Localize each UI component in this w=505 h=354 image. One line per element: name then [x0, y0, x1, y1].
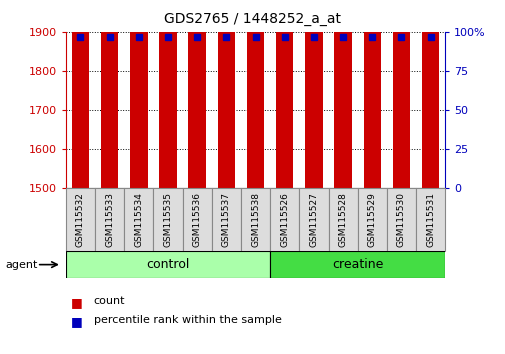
- Text: count: count: [93, 296, 125, 306]
- Text: control: control: [146, 258, 189, 271]
- Bar: [334, 0, 351, 188]
- FancyBboxPatch shape: [270, 251, 444, 278]
- Bar: [421, 0, 438, 188]
- Text: ■: ■: [71, 315, 82, 328]
- Bar: [159, 0, 176, 188]
- Text: agent: agent: [5, 259, 37, 270]
- Text: GSM115533: GSM115533: [105, 192, 114, 247]
- FancyBboxPatch shape: [270, 188, 299, 251]
- Text: GSM115526: GSM115526: [280, 192, 289, 247]
- Bar: [392, 0, 410, 188]
- Text: GSM115529: GSM115529: [367, 192, 376, 247]
- Bar: [363, 0, 380, 188]
- Bar: [72, 0, 89, 188]
- Bar: [217, 0, 235, 188]
- Bar: [130, 0, 147, 188]
- FancyBboxPatch shape: [299, 188, 328, 251]
- FancyBboxPatch shape: [211, 188, 240, 251]
- Text: GSM115532: GSM115532: [76, 192, 85, 247]
- Text: GSM115528: GSM115528: [338, 192, 347, 247]
- Text: GSM115537: GSM115537: [221, 192, 230, 247]
- Bar: [188, 0, 206, 188]
- Text: GDS2765 / 1448252_a_at: GDS2765 / 1448252_a_at: [164, 12, 341, 27]
- Text: GSM115527: GSM115527: [309, 192, 318, 247]
- Bar: [246, 0, 264, 188]
- FancyBboxPatch shape: [415, 188, 444, 251]
- Bar: [305, 0, 322, 188]
- FancyBboxPatch shape: [386, 188, 415, 251]
- FancyBboxPatch shape: [66, 251, 270, 278]
- Text: ■: ■: [71, 296, 82, 309]
- FancyBboxPatch shape: [66, 188, 95, 251]
- Text: percentile rank within the sample: percentile rank within the sample: [93, 315, 281, 325]
- FancyBboxPatch shape: [153, 188, 182, 251]
- Text: GSM115538: GSM115538: [250, 192, 260, 247]
- Text: GSM115531: GSM115531: [425, 192, 434, 247]
- FancyBboxPatch shape: [328, 188, 357, 251]
- FancyBboxPatch shape: [124, 188, 153, 251]
- Text: GSM115536: GSM115536: [192, 192, 201, 247]
- Bar: [275, 0, 293, 188]
- FancyBboxPatch shape: [95, 188, 124, 251]
- Bar: [100, 0, 118, 188]
- Text: GSM115534: GSM115534: [134, 192, 143, 247]
- Text: creatine: creatine: [331, 258, 383, 271]
- FancyBboxPatch shape: [240, 188, 270, 251]
- FancyBboxPatch shape: [182, 188, 211, 251]
- Text: GSM115535: GSM115535: [163, 192, 172, 247]
- Text: GSM115530: GSM115530: [396, 192, 405, 247]
- FancyBboxPatch shape: [357, 188, 386, 251]
